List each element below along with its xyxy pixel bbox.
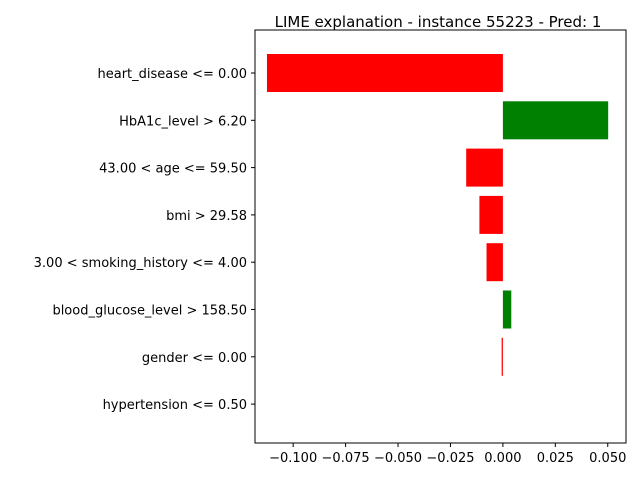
x-tick-label-0: −0.100: [269, 451, 317, 466]
x-tick-label-3: −0.025: [426, 451, 474, 466]
y-tick-label-0: heart_disease <= 0.00: [97, 67, 247, 82]
y-tick-label-4: 3.00 < smoking_history <= 4.00: [34, 256, 247, 271]
y-ticks-group: heart_disease <= 0.00 HbA1c_level > 6.20 4…: [34, 67, 255, 413]
y-tick-label-6: gender <= 0.00: [142, 351, 247, 366]
y-tick-label-7: hypertension <= 0.50: [103, 398, 247, 413]
bar-4: [486, 243, 503, 282]
x-tick-label-4: 0.000: [484, 451, 521, 466]
y-tick-label-2: 43.00 < age <= 59.50: [99, 162, 247, 177]
bar-3: [479, 195, 503, 234]
bar-6: [501, 337, 503, 376]
bar-2: [466, 148, 503, 187]
x-tick-label-1: −0.075: [322, 451, 370, 466]
x-tick-label-6: 0.050: [589, 451, 626, 466]
y-tick-label-3: bmi > 29.58: [166, 209, 247, 224]
x-tick-label-2: −0.050: [374, 451, 422, 466]
y-tick-label-1: HbA1c_level > 6.20: [119, 114, 247, 129]
bar-5: [502, 290, 512, 329]
bar-0: [266, 54, 503, 92]
y-tick-label-5: blood_glucose_level > 158.50: [52, 304, 247, 319]
x-tick-label-5: 0.025: [537, 451, 574, 466]
bars-group: [266, 54, 609, 376]
plot-frame: [254, 29, 627, 444]
bar-1: [502, 101, 609, 140]
x-ticks-group: −0.100 −0.075 −0.050 −0.025 0.000 0.025 0.050: [269, 443, 626, 466]
chart-title: LIME explanation - instance 55223 - Pred…: [275, 13, 602, 31]
